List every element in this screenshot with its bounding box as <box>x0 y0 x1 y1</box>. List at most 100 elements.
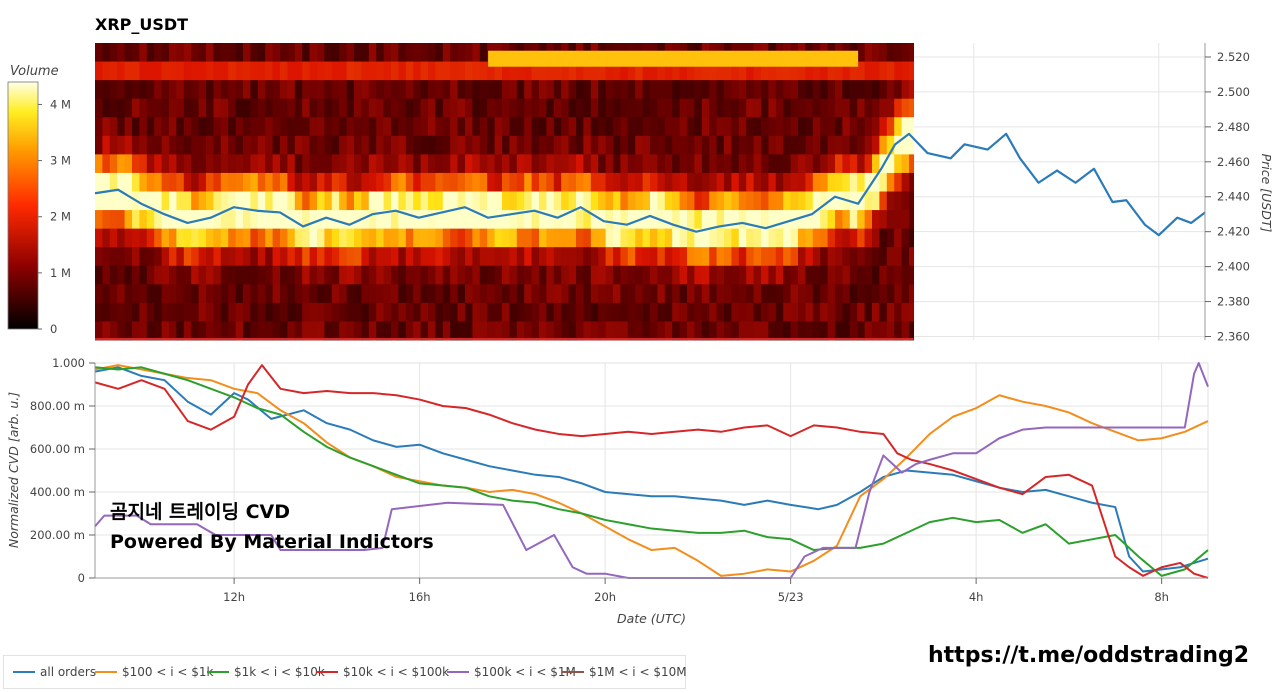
heatmap-cell <box>391 265 399 285</box>
heatmap-cell <box>842 210 851 230</box>
heatmap-cell <box>398 284 407 304</box>
heatmap-cell <box>176 302 185 322</box>
heatmap-cell <box>124 284 133 304</box>
heatmap-cell <box>798 172 806 192</box>
heatmap-cell <box>398 154 407 174</box>
heatmap-cell <box>95 265 103 285</box>
heatmap-cell <box>798 117 806 137</box>
heatmap-cell <box>790 321 799 341</box>
heatmap-cell <box>561 61 569 81</box>
heatmap-cell <box>620 80 629 100</box>
heatmap-cell <box>228 321 236 341</box>
heatmap-cell <box>302 284 310 304</box>
heatmap-cell <box>154 247 162 267</box>
heatmap-cell <box>812 247 821 267</box>
heatmap-cell <box>124 321 133 341</box>
heatmap-cell <box>835 228 843 248</box>
heatmap-cell <box>117 191 125 211</box>
heatmap-cell <box>583 154 592 174</box>
legend-item[interactable]: $10k < i < $100k <box>316 665 449 679</box>
heatmap-cell <box>768 284 777 304</box>
heatmap-cell <box>516 117 525 137</box>
heatmap-cell <box>176 265 185 285</box>
heatmap-cell <box>701 154 710 174</box>
heatmap-cell <box>849 98 858 118</box>
legend-item[interactable]: $100k < i < $1M <box>447 665 576 679</box>
heatmap-cell <box>716 210 725 230</box>
heatmap-cell <box>701 191 710 211</box>
legend-item[interactable]: all orders <box>13 665 96 679</box>
heatmap-cell <box>354 321 362 341</box>
heatmap-cell <box>635 172 643 192</box>
heatmap-cell <box>879 98 888 118</box>
heatmap-cell <box>798 154 806 174</box>
heatmap-cell <box>228 98 236 118</box>
heatmap-cell <box>687 117 695 137</box>
heatmap-cell <box>383 154 392 174</box>
heatmap-cell <box>642 284 651 304</box>
heatmap-cell <box>220 61 229 81</box>
heatmap-cell <box>820 228 828 248</box>
heatmap-cell <box>679 117 688 137</box>
heatmap-cell <box>243 117 251 137</box>
heatmap-cell <box>383 302 392 322</box>
heatmap-cell <box>257 80 266 100</box>
heatmap-cell <box>243 43 251 62</box>
heatmap-cell <box>479 43 488 62</box>
heatmap-cell <box>864 172 873 192</box>
heatmap-cell <box>465 61 473 81</box>
heatmap-cell <box>428 228 436 248</box>
heatmap-cell <box>146 210 155 230</box>
cvd-x-tick-label: 20h <box>594 590 616 604</box>
heatmap-cell <box>317 135 325 155</box>
heatmap-cell <box>576 321 584 341</box>
heatmap-cell <box>161 98 170 118</box>
heatmap-cell <box>435 61 444 81</box>
heatmap-cell <box>731 302 740 322</box>
heatmap-cell <box>309 302 318 322</box>
legend-item[interactable]: $1M < i < $10M <box>562 665 687 679</box>
heatmap-cell <box>435 247 444 267</box>
heatmap-cell <box>161 284 170 304</box>
heatmap-cell <box>738 154 747 174</box>
heatmap-cell <box>95 80 103 100</box>
heatmap-cell <box>331 321 340 341</box>
heatmap-cell <box>664 172 673 192</box>
heatmap-cell <box>553 284 562 304</box>
footer-url[interactable]: https://t.me/oddstrading2 <box>928 643 1250 668</box>
legend-item[interactable]: $1k < i < $10k <box>207 665 325 679</box>
legend-swatch <box>562 670 584 673</box>
heatmap-cell <box>864 98 873 118</box>
heatmap-cell <box>502 247 510 267</box>
heatmap-cell <box>324 117 333 137</box>
heatmap-cell <box>546 154 555 174</box>
heatmap-cell <box>886 172 895 192</box>
heatmap-cell <box>864 284 873 304</box>
heatmap-cell <box>302 154 310 174</box>
heatmap-cell <box>376 265 384 285</box>
heatmap-cell <box>354 210 362 230</box>
heatmap-cell <box>687 135 695 155</box>
heatmap-cell <box>546 210 555 230</box>
legend-item[interactable]: $100 < i < $1k <box>95 665 213 679</box>
heatmap-cell <box>731 154 740 174</box>
heatmap-cell <box>169 265 177 285</box>
heatmap-cell <box>827 98 836 118</box>
heatmap-cell <box>376 135 384 155</box>
heatmap-cell <box>198 43 207 62</box>
heatmap-cell <box>95 61 103 81</box>
heatmap-cell <box>864 321 873 341</box>
heatmap-cell <box>206 117 214 137</box>
heatmap-cell <box>102 117 111 137</box>
cvd-series-line-2 <box>94 366 1209 577</box>
heatmap-cell <box>857 43 865 62</box>
heatmap-cell <box>583 80 592 100</box>
heatmap-cell <box>139 191 148 211</box>
heatmap-cell <box>546 247 555 267</box>
heatmap-cell <box>465 191 473 211</box>
heatmap-cell <box>746 228 754 248</box>
heatmap-cell <box>376 191 384 211</box>
heatmap-cell <box>709 154 717 174</box>
heatmap-cell <box>783 265 791 285</box>
heatmap-cell <box>450 98 458 118</box>
